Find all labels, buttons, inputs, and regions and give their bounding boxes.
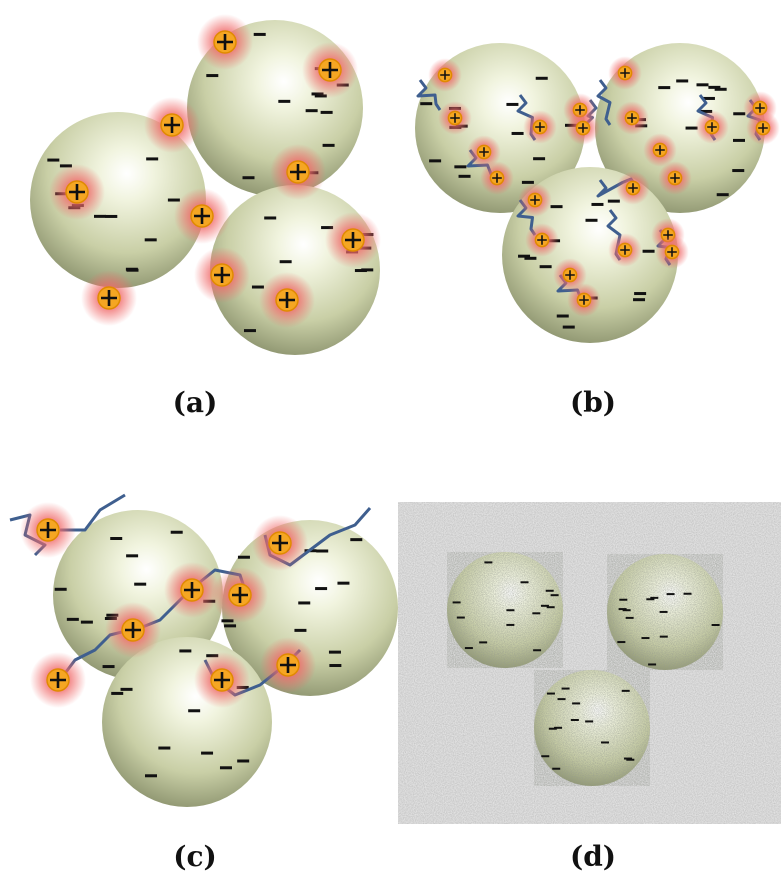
sphere xyxy=(102,637,272,807)
figure: (a) (b) (c) (d) xyxy=(0,0,781,884)
sphere-texture xyxy=(447,552,563,668)
panel-label: (d) xyxy=(570,840,616,873)
panel-label: (b) xyxy=(570,386,616,419)
panel-label: (a) xyxy=(173,386,218,419)
panel-label: (c) xyxy=(173,840,217,873)
